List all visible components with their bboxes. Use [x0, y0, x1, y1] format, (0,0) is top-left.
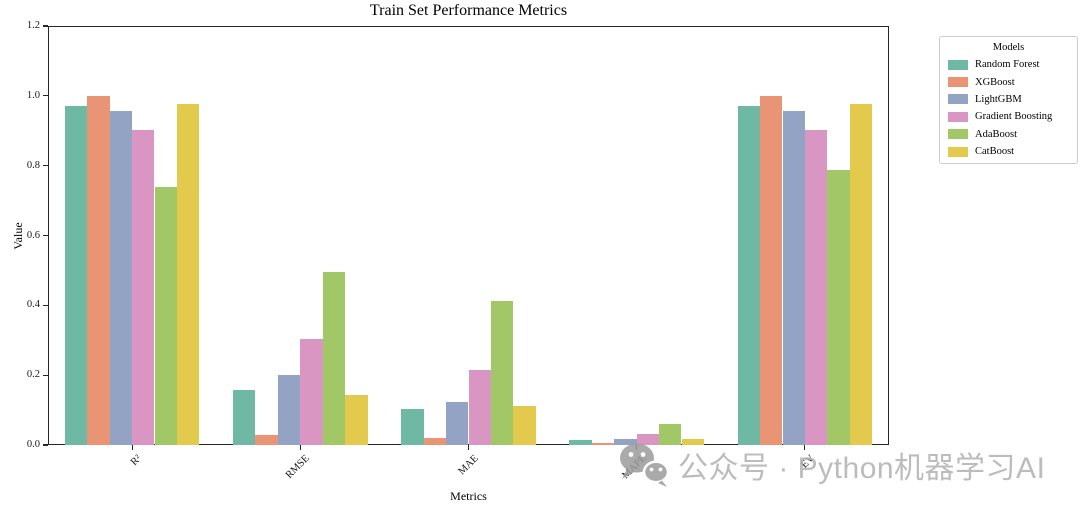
bar-catboost-1 — [345, 394, 368, 445]
x-tick-label: RMSE — [284, 453, 313, 481]
legend-item: XGBoost — [948, 73, 1069, 90]
bar-xgboost-1 — [255, 435, 278, 445]
legend-item: LightGBM — [948, 91, 1069, 108]
x-tick-mark — [299, 445, 301, 450]
legend-rows: Random Forest XGBoost LightGBM Gradient Boo… — [948, 56, 1069, 160]
legend-label: Random Forest — [975, 59, 1040, 71]
legend-label: LightGBM — [975, 93, 1022, 105]
bar-gradient-boosting-4 — [804, 129, 828, 445]
bar-adaboost-4 — [827, 169, 850, 445]
bar-lightgbm-2 — [446, 401, 469, 445]
bar-adaboost-0 — [154, 186, 177, 445]
x-tick-label: MAE — [455, 453, 481, 478]
bar-catboost-4 — [849, 103, 873, 445]
legend-swatch — [948, 111, 968, 122]
y-tick-label: 1.0 — [26, 89, 40, 101]
bar-gradient-boosting-3 — [636, 433, 660, 445]
watermark-text: 公众号 · Python机器学习AI — [678, 451, 1046, 485]
bar-random-forest-2 — [401, 409, 424, 445]
plot-area: 0.0 0.2 0.4 0.6 0.8 1.0 1.2 R² RMSE MAE MAPE EV Va… — [11, 20, 889, 503]
bar-random-forest-4 — [737, 105, 760, 445]
bar-gradient-boosting-2 — [468, 369, 491, 445]
bar-catboost-0 — [177, 103, 200, 445]
y-tick-mark — [43, 374, 48, 376]
legend-swatch — [948, 77, 968, 88]
legend-item: CatBoost — [948, 143, 1069, 160]
y-tick-mark — [43, 165, 48, 167]
bar-lightgbm-0 — [109, 111, 133, 445]
legend-label: XGBoost — [975, 76, 1015, 88]
watermark: 公众号 · Python机器学习AI — [618, 441, 1045, 488]
y-tick-label: 0.2 — [26, 369, 40, 381]
bar-gradient-boosting-1 — [300, 338, 323, 445]
bar-catboost-3 — [681, 439, 704, 445]
legend-swatch — [948, 146, 968, 157]
legend-swatch — [948, 129, 968, 140]
x-axis-label: Metrics — [450, 489, 487, 503]
bar-random-forest-0 — [64, 105, 88, 445]
bar-lightgbm-3 — [614, 438, 637, 445]
legend-label: AdaBoost — [975, 128, 1017, 140]
legend-swatch — [948, 59, 968, 70]
y-tick-mark — [43, 444, 48, 446]
y-tick-mark — [43, 234, 48, 237]
chart-title: Train Set Performance Metrics — [369, 2, 568, 19]
legend-item: AdaBoost — [948, 126, 1069, 143]
bar-adaboost-3 — [659, 423, 682, 445]
x-tick-mark — [804, 445, 806, 450]
y-axis-label: Value — [11, 221, 25, 250]
bar-random-forest-3 — [569, 439, 592, 445]
legend-swatch — [948, 94, 968, 105]
y-tick-label: 0.6 — [26, 229, 40, 241]
x-tick-label: MAPE — [620, 453, 649, 482]
y-tick-mark — [43, 95, 48, 97]
bar-xgboost-2 — [423, 437, 446, 445]
bar-xgboost-4 — [760, 95, 783, 445]
legend-label: CatBoost — [975, 146, 1015, 158]
bar-xgboost-0 — [87, 95, 110, 445]
x-tick-mark — [131, 445, 133, 450]
legend-title: Models — [992, 42, 1025, 53]
x-tick-mark — [467, 445, 470, 450]
legend-item: Gradient Boosting — [948, 108, 1069, 125]
legend-item: Random Forest — [948, 56, 1069, 73]
bar-catboost-2 — [513, 405, 536, 445]
bar-adaboost-1 — [322, 271, 346, 445]
y-tick-label: 0.0 — [26, 439, 40, 450]
y-tick-label: 0.4 — [26, 299, 40, 311]
x-tick-label: R² — [128, 453, 144, 468]
x-tick-label: EV — [798, 453, 817, 471]
legend: Models Random Forest XGBoost LightGBM Gradi… — [939, 36, 1078, 164]
legend-label: Gradient Boosting — [975, 111, 1053, 123]
y-tick-mark — [43, 304, 48, 306]
bar-lightgbm-4 — [782, 111, 805, 445]
y-tick-label: 1.2 — [26, 20, 40, 31]
y-tick-label: 0.8 — [26, 159, 40, 171]
bar-lightgbm-1 — [277, 374, 301, 445]
bar-adaboost-2 — [490, 300, 514, 445]
bar-xgboost-3 — [591, 442, 615, 445]
bar-gradient-boosting-0 — [132, 129, 155, 445]
x-tick-mark — [636, 445, 638, 450]
y-tick-mark — [43, 25, 48, 27]
bar-random-forest-1 — [233, 389, 256, 445]
